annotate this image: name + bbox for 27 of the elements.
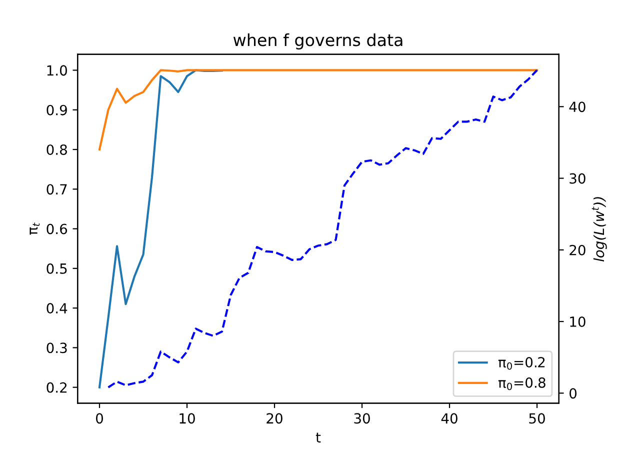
y-tick-label: 0.3: [46, 342, 67, 354]
y-axis-title: π$_{t}$: [30, 222, 40, 235]
y-tick-label: 1.0: [47, 65, 67, 76]
x-tick-label: 20: [266, 413, 282, 424]
y2-tick-label: 40: [569, 102, 586, 112]
x-tick-label: 30: [354, 413, 370, 424]
y-tick-label: 0.8: [46, 144, 67, 155]
y2-tick-label: 0: [570, 388, 577, 399]
y-tick-label: 0.6: [46, 224, 68, 234]
chart-title: when f governs data: [233, 33, 402, 50]
y-tick-label: 0.7: [46, 184, 67, 195]
y2-tick-label: 20: [570, 244, 586, 256]
x-tick-label: 0: [96, 413, 103, 424]
y-tick-label: 0.2: [46, 382, 67, 393]
y-tick-label: 0.5: [46, 263, 67, 274]
x-tick-label: 40: [441, 413, 458, 424]
legend-label: π$_{0}$=0.8: [498, 377, 546, 390]
y2-axis-title: log(L(w$^{t}$)): [592, 197, 607, 262]
x-tick-label: 50: [529, 413, 545, 424]
x-axis-title: t: [316, 432, 321, 442]
line-series: [98, 69, 538, 151]
y2-tick-label: 30: [570, 173, 586, 184]
x-tick-label: 10: [180, 413, 195, 424]
y-tick-label: 0.4: [46, 303, 68, 314]
y-tick-label: 0.9: [46, 104, 67, 116]
y2-tick-label: 10: [570, 316, 586, 327]
legend-label: π$_{0}$=0.2: [498, 356, 545, 370]
